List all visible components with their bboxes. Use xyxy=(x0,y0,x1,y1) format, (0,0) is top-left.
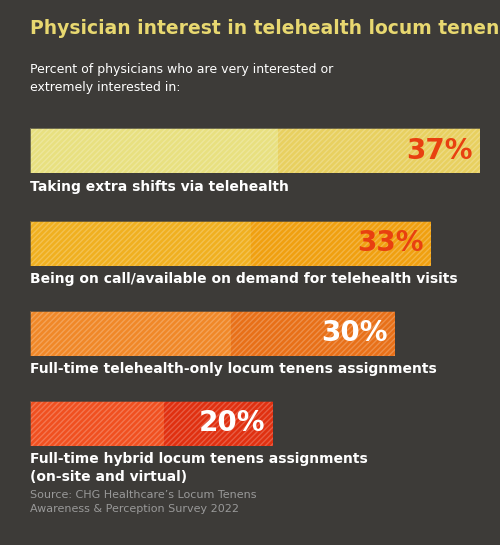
Bar xyxy=(30,128,480,173)
Text: 37%: 37% xyxy=(406,137,472,165)
Text: Full-time hybrid locum tenens assignments
(on-site and virtual): Full-time hybrid locum tenens assignment… xyxy=(30,452,368,483)
Bar xyxy=(30,128,480,173)
Bar xyxy=(30,311,230,356)
Text: Taking extra shifts via telehealth: Taking extra shifts via telehealth xyxy=(30,180,289,194)
Bar xyxy=(30,401,164,446)
Text: 30%: 30% xyxy=(321,319,388,347)
Bar xyxy=(30,401,273,446)
Bar xyxy=(30,128,480,173)
Bar xyxy=(30,401,273,446)
Text: Full-time telehealth-only locum tenens assignments: Full-time telehealth-only locum tenens a… xyxy=(30,362,437,377)
Bar xyxy=(30,311,395,356)
Text: Physician interest in telehealth locum tenens: Physician interest in telehealth locum t… xyxy=(30,19,500,38)
Bar xyxy=(30,311,395,356)
Bar xyxy=(30,401,273,446)
Bar xyxy=(30,221,250,266)
Text: Being on call/available on demand for telehealth visits: Being on call/available on demand for te… xyxy=(30,272,458,287)
Text: Source: CHG Healthcare’s Locum Tenens
Awareness & Perception Survey 2022: Source: CHG Healthcare’s Locum Tenens Aw… xyxy=(30,490,256,514)
Bar xyxy=(30,221,431,266)
Text: 20%: 20% xyxy=(199,409,266,437)
Bar xyxy=(30,221,431,266)
Text: Percent of physicians who are very interested or
extremely interested in:: Percent of physicians who are very inter… xyxy=(30,63,333,94)
Bar xyxy=(30,221,431,266)
Bar xyxy=(30,128,278,173)
Bar xyxy=(30,311,395,356)
Text: 33%: 33% xyxy=(358,229,424,257)
